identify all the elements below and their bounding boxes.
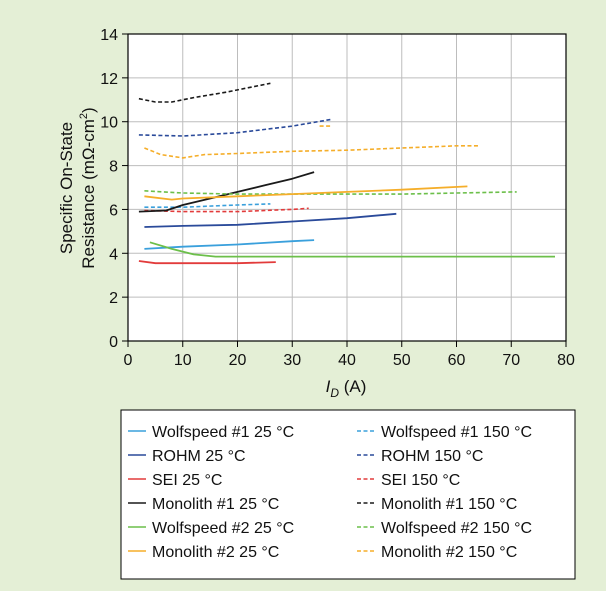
y-tick-label: 12 (100, 71, 118, 88)
legend-label: SEI 150 °C (381, 472, 460, 489)
series-line-2 (144, 212, 397, 228)
y-axis-title-superscript: 2 (78, 113, 90, 119)
y-axis-title-text: Resistance (mΩ-cm (79, 119, 98, 269)
series-line-10 (144, 185, 468, 201)
legend: Wolfspeed #1 25 °C Wolfspeed #1 150 °C ROH… (128, 424, 532, 561)
x-tick-label: 0 (124, 352, 133, 369)
series-line-6 (138, 171, 315, 213)
y-axis-title-line1: Specific On-State (57, 122, 76, 254)
y-axis-title-close: ) (79, 107, 98, 113)
legend-label: Monolith #2 25 °C (152, 544, 279, 561)
legend-label: ROHM 25 °C (152, 448, 246, 465)
y-tick-label: 6 (109, 202, 118, 219)
x-tick-label: 70 (502, 352, 520, 369)
series-line-1 (144, 203, 271, 208)
x-tick-label: 80 (557, 352, 575, 369)
legend-box (120, 409, 576, 580)
legend-label: Wolfspeed #2 150 °C (381, 520, 532, 537)
legend-label: Monolith #1 150 °C (381, 496, 517, 513)
legend-label: SEI 25 °C (152, 472, 222, 489)
x-tick-label: 30 (283, 352, 301, 369)
legend-label: ROHM 150 °C (381, 448, 483, 465)
series-line-8 (149, 241, 555, 258)
series-line-7 (138, 82, 271, 103)
series-line-5 (144, 207, 309, 213)
series-line-9 (144, 190, 517, 195)
series-layer (138, 82, 555, 265)
x-tick-label: 10 (174, 352, 192, 369)
y-tick-label: 4 (109, 246, 118, 263)
x-tick-label: 60 (448, 352, 466, 369)
y-axis-title-line2: Resistance (mΩ-cm2) (78, 107, 98, 268)
ticks: 0 10 20 30 40 50 60 70 80 0 2 4 6 8 10 12 14 (100, 27, 575, 369)
x-tick-label: 40 (338, 352, 356, 369)
series-line-3 (138, 118, 331, 137)
grid (128, 34, 566, 341)
y-tick-label: 0 (109, 334, 118, 351)
x-tick-label: 20 (229, 352, 247, 369)
series-line-11 (144, 145, 479, 159)
x-axis-title-subscript: D (330, 386, 339, 400)
legend-label: Wolfspeed #2 25 °C (152, 520, 294, 537)
x-axis-title: ID (A) (326, 377, 367, 400)
y-tick-label: 10 (100, 115, 118, 132)
x-axis-title-symbol: I (326, 377, 331, 396)
legend-label: Monolith #2 150 °C (381, 544, 517, 561)
legend-label: Wolfspeed #1 150 °C (381, 424, 532, 441)
legend-label: Wolfspeed #1 25 °C (152, 424, 294, 441)
y-tick-label: 14 (100, 27, 118, 44)
x-tick-label: 50 (393, 352, 411, 369)
legend-label: Monolith #1 25 °C (152, 496, 279, 513)
x-axis-title-unit: (A) (339, 377, 366, 396)
y-tick-label: 2 (109, 290, 118, 307)
y-tick-label: 8 (109, 159, 118, 176)
series-line-4 (138, 260, 276, 265)
